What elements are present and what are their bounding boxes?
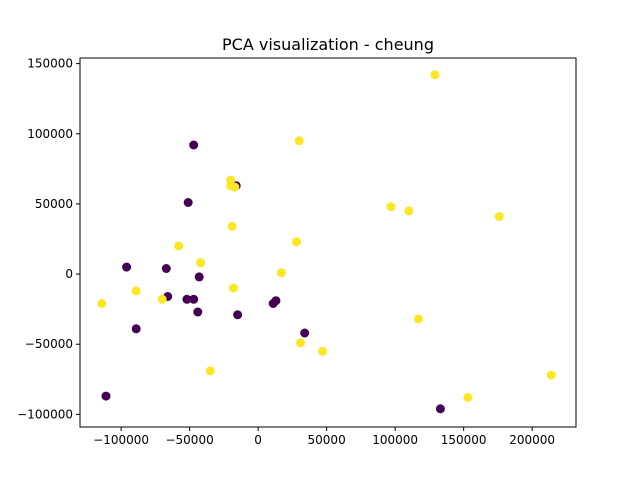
data-point-class-0 xyxy=(122,262,132,272)
data-point-class-1 xyxy=(413,314,423,324)
x-tick-label: 0 xyxy=(254,433,262,447)
data-point-class-0 xyxy=(182,294,192,304)
data-point-class-0 xyxy=(183,198,193,207)
y-tick-label: 50000 xyxy=(35,197,73,211)
data-point-class-1 xyxy=(386,202,396,212)
x-tick-label: −50000 xyxy=(165,433,213,447)
data-point-class-0 xyxy=(194,272,204,282)
data-point-class-1 xyxy=(318,346,327,356)
data-point-class-1 xyxy=(174,241,184,251)
data-point-class-0 xyxy=(101,391,111,401)
data-point-class-1 xyxy=(205,366,215,376)
data-point-class-0 xyxy=(268,299,278,308)
data-point-class-1 xyxy=(296,338,306,348)
data-point-class-1 xyxy=(276,268,286,278)
x-tick-label: 200000 xyxy=(509,433,555,447)
y-tick-label: 0 xyxy=(65,267,73,281)
data-point-class-1 xyxy=(196,258,206,268)
x-tick-label: −100000 xyxy=(93,433,149,447)
data-point-class-1 xyxy=(404,206,414,216)
x-tick-label: 100000 xyxy=(372,433,418,447)
data-point-class-1 xyxy=(546,370,556,380)
x-tick-label: 50000 xyxy=(308,433,346,447)
data-point-class-0 xyxy=(161,264,171,273)
y-tick-label: −100000 xyxy=(17,407,73,421)
chart-title: PCA visualization - cheung xyxy=(222,35,434,54)
data-point-class-0 xyxy=(131,324,141,334)
data-point-class-1 xyxy=(494,212,504,221)
data-point-class-0 xyxy=(435,404,445,414)
y-axis: −100000 −50000 0 50000 100000 150000 xyxy=(17,57,80,421)
y-tick-label: 150000 xyxy=(27,57,73,71)
data-point-class-0 xyxy=(233,310,243,320)
y-tick-label: −50000 xyxy=(25,337,73,351)
data-point-class-1 xyxy=(292,237,301,247)
y-tick-label: 100000 xyxy=(27,127,73,141)
data-point-class-1 xyxy=(97,299,107,308)
data-point-class-1 xyxy=(227,221,237,231)
data-point-class-1 xyxy=(294,136,304,146)
data-point-class-1 xyxy=(157,294,167,304)
data-points xyxy=(97,70,556,414)
plot-area-frame xyxy=(79,57,577,428)
data-point-class-1 xyxy=(229,283,238,293)
data-point-class-0 xyxy=(300,328,310,338)
x-axis: −100000 −50000 0 50000 100000 150000 200000 xyxy=(93,427,555,447)
data-point-class-1 xyxy=(230,182,240,192)
data-point-class-0 xyxy=(189,140,199,150)
data-point-class-0 xyxy=(189,294,199,304)
data-point-class-1 xyxy=(131,286,141,296)
x-tick-label: 150000 xyxy=(441,433,487,447)
data-point-class-1 xyxy=(430,70,440,80)
data-point-class-1 xyxy=(463,393,473,402)
data-point-class-0 xyxy=(193,307,203,317)
